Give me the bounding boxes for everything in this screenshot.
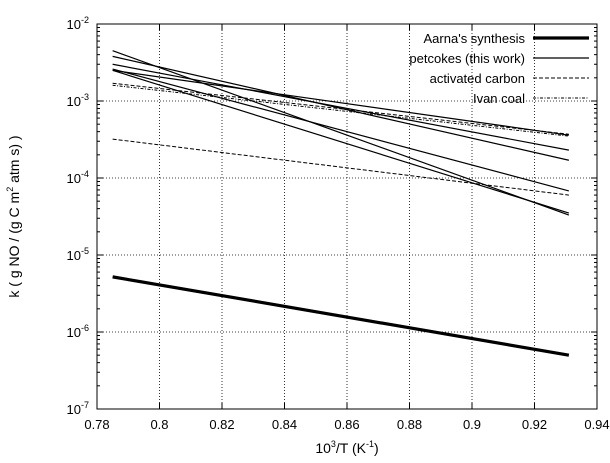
- ticks: [96, 23, 598, 410]
- x-tick-label: 0.78: [84, 417, 109, 432]
- legend-item: Ivan coal: [473, 91, 589, 106]
- x-tick-label: 0.86: [334, 417, 359, 432]
- series-line-6: [112, 69, 569, 136]
- series-line-1: [112, 275, 570, 357]
- y-tick-label: 10-5: [67, 246, 89, 263]
- y-tick-label: 10-2: [67, 15, 89, 32]
- legend-item: activated carbon: [430, 71, 589, 86]
- y-tick-label: 10-4: [67, 169, 89, 186]
- series-line-5: [112, 68, 570, 192]
- series-line-8: [112, 138, 569, 196]
- legend-label: Aarna's synthesis: [424, 31, 526, 46]
- series-line-10: [112, 84, 569, 137]
- x-tick-label: 0.9: [463, 417, 481, 432]
- x-tick-label: 0.88: [397, 417, 422, 432]
- x-tick-labels: 0.78 0.8 0.82 0.84 0.86 0.88 0.9 0.92 0.94: [84, 417, 609, 432]
- legend-label: petcokes (this work): [409, 51, 525, 66]
- legend-item: petcokes (this work): [409, 51, 589, 66]
- x-tick-label: 0.94: [584, 417, 609, 432]
- x-tick-label: 0.8: [150, 417, 168, 432]
- series-layer: [112, 50, 570, 357]
- legend-item: Aarna's synthesis: [424, 31, 589, 46]
- legend: Aarna's synthesis petcokes (this work) act…: [409, 31, 589, 106]
- x-tick-label: 0.82: [209, 417, 234, 432]
- legend-label: Ivan coal: [473, 91, 525, 106]
- series-line-7: [112, 69, 570, 214]
- legend-label: activated carbon: [430, 71, 525, 86]
- x-tick-label: 0.84: [272, 417, 297, 432]
- series-line-4: [112, 63, 569, 151]
- y-tick-labels: 10-7 10-6 10-5 10-4 10-3 10-2: [67, 15, 89, 417]
- y-tick-label: 10-6: [67, 323, 89, 340]
- y-axis-label: k ( g NO / (g C m2 atm s) ): [5, 135, 22, 297]
- x-tick-label: 0.92: [522, 417, 547, 432]
- series-line-9: [112, 82, 569, 135]
- y-tick-label: 10-3: [67, 92, 89, 109]
- x-axis-label: 103/T (K-1): [315, 439, 378, 456]
- grid: [97, 24, 597, 409]
- y-tick-label: 10-7: [67, 400, 89, 417]
